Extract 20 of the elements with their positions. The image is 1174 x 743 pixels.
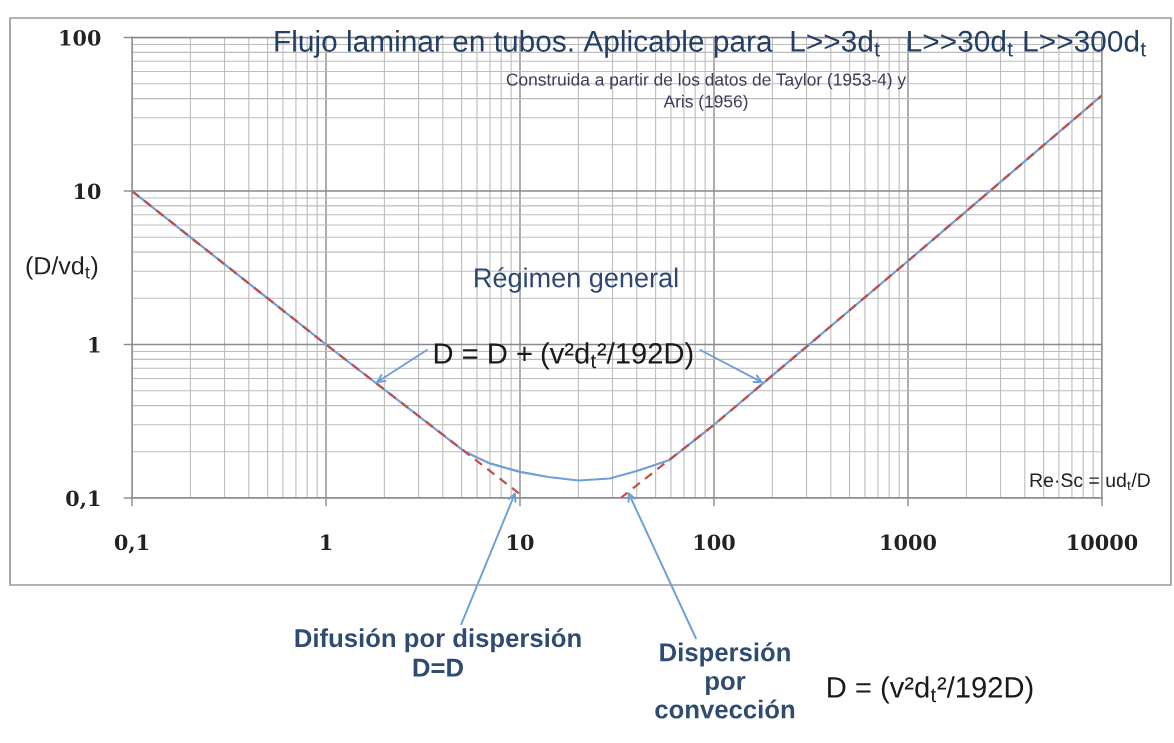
y-tick-label: 1	[89, 336, 100, 353]
x-tick-label: 1	[321, 534, 332, 550]
text: Construida a partir de los datos de Taylor (1953-4) y Aris (1956)	[506, 72, 907, 112]
y-tick-label: 0,1	[66, 490, 100, 510]
annotation: (v²d$_{t}$²/192D)	[541, 342, 693, 370]
text: D = (v²d$_{t}$²/192D)	[828, 676, 1033, 704]
x-axis-title: Re·Sc = ud$_{t}$/D	[1030, 472, 1150, 491]
x-tick-label: 10	[508, 534, 534, 551]
y-tick-label: 10	[75, 183, 101, 200]
y-tick-label: 100	[60, 29, 101, 46]
y-axis-title: (D/vd$_{t}$)	[26, 256, 98, 280]
annotation: Difusión por dispersión D=D	[295, 628, 581, 677]
annotation: Dispersión por convección	[655, 642, 795, 719]
annotation: D = D +	[434, 343, 532, 364]
annotation: Régimen general	[475, 267, 678, 293]
x-tick-label: 100	[694, 534, 735, 551]
x-tick-label: 1000	[881, 534, 937, 551]
x-tick-label: 0,1	[114, 534, 149, 554]
x-tick-label: 10000	[1068, 534, 1138, 551]
chart-title: Flujo laminar en tubos. Aplicable para L>>3d$_{t}$ L>>30d$_{t}$ L>>300d$_{t}$	[275, 29, 1146, 58]
